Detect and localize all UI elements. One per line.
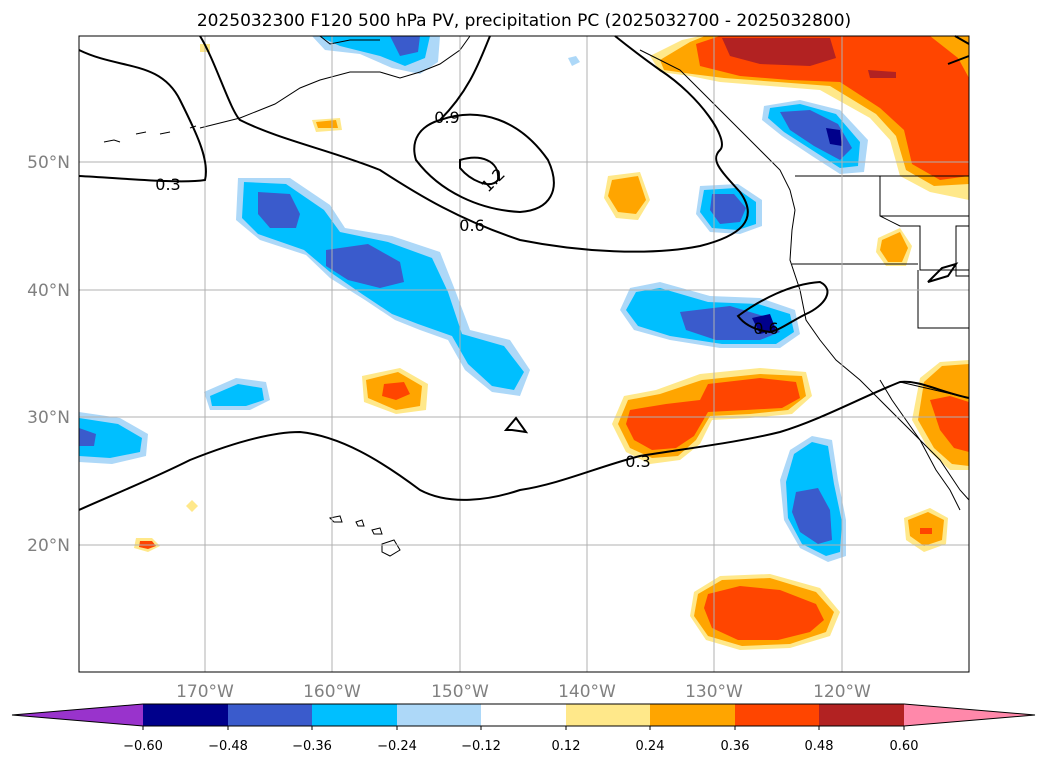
pv-contours: [78, 35, 970, 511]
colorbar-tick-label: −0.60: [123, 739, 163, 754]
latitude-labels: 50°N 40°N 30°N 20°N: [27, 153, 70, 556]
colorbar-tick-label: −0.12: [461, 739, 501, 754]
contour-label: 0.9: [434, 108, 459, 127]
colorbar-tick-label: −0.24: [377, 739, 417, 754]
lon-label: 160°W: [303, 682, 361, 702]
contour-label: 0.3: [625, 452, 650, 471]
coastlines: [103, 35, 970, 557]
colorbar-segments: [11, 703, 1036, 727]
colorbar-tick-label: −0.48: [208, 739, 248, 754]
positive-precip-shading: [134, 36, 969, 650]
colorbar-tick-marks: [142, 726, 905, 730]
colorbar-tick-label: 0.36: [721, 739, 750, 754]
colorbar-segment: [228, 704, 312, 726]
colorbar-segment: [312, 704, 397, 726]
colorbar-tick-label: 0.24: [636, 739, 665, 754]
colorbar-segment: [566, 704, 650, 726]
map-frame: [78, 35, 970, 673]
contour-label: 0.6: [459, 216, 484, 235]
lon-label: 120°W: [813, 682, 871, 702]
colorbar-segment: [481, 704, 566, 726]
negative-precip-shading: [79, 36, 969, 562]
colorbar-segment: [650, 704, 735, 726]
colorbar-tick-label: 0.12: [552, 739, 581, 754]
map-panel: 0.3 0.9 1.2 0.6 0.6 0.3: [78, 35, 970, 673]
contour-labels: 0.3 0.9 1.2 0.6 0.6 0.3: [155, 108, 778, 471]
colorbar-segment: [143, 704, 228, 726]
lat-label: 50°N: [27, 153, 70, 173]
lon-label: 170°W: [176, 682, 234, 702]
figure-title: 2025032300 F120 500 hPa PV, precipitatio…: [197, 11, 851, 31]
lon-label: 150°W: [431, 682, 489, 702]
colorbar-segment: [819, 704, 904, 726]
colorbar-extend-min: [12, 704, 143, 726]
lat-label: 20°N: [27, 536, 70, 556]
colorbar-tick-label: 0.48: [805, 739, 834, 754]
contour-label: 0.6: [753, 319, 778, 338]
colorbar-tick-label: −0.36: [292, 739, 332, 754]
lon-label: 140°W: [558, 682, 616, 702]
contour-label: 0.3: [155, 175, 180, 194]
lon-label: 130°W: [685, 682, 743, 702]
colorbar-segment: [735, 704, 819, 726]
lat-label: 30°N: [27, 408, 70, 428]
colorbar-segment: [397, 704, 481, 726]
colorbar: −0.60 −0.48 −0.36 −0.24 −0.12 0.12 0.24 …: [11, 703, 1036, 754]
longitude-labels: 170°W 160°W 150°W 140°W 130°W 120°W: [176, 682, 871, 702]
lat-label: 40°N: [27, 281, 70, 301]
colorbar-tick-labels: −0.60 −0.48 −0.36 −0.24 −0.12 0.12 0.24 …: [123, 739, 918, 754]
colorbar-tick-label: 0.60: [890, 739, 919, 754]
colorbar-extend-max: [904, 704, 1035, 726]
